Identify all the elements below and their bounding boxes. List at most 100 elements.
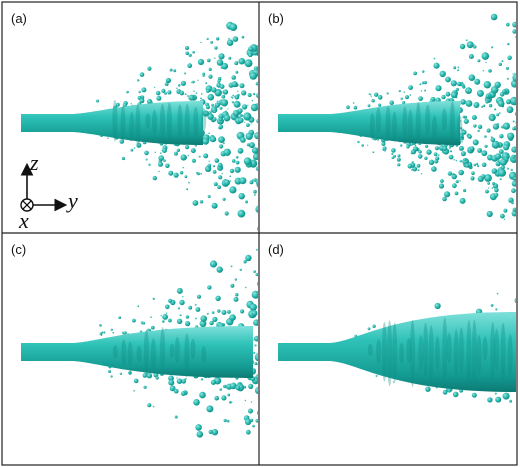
droplet: [247, 104, 249, 106]
droplet: [245, 254, 252, 262]
droplet: [241, 35, 245, 39]
droplet: [510, 168, 513, 171]
droplet: [229, 314, 236, 321]
droplet: [223, 418, 227, 423]
droplet: [506, 22, 510, 27]
droplet: [494, 108, 497, 111]
ripple: [392, 322, 398, 383]
droplet: [418, 96, 423, 101]
droplet: [239, 114, 243, 117]
droplet: [188, 94, 195, 101]
droplet: [233, 100, 241, 108]
droplet: [137, 305, 140, 308]
droplet: [411, 160, 414, 163]
ripple: [112, 345, 118, 358]
droplet: [512, 73, 516, 83]
droplet: [228, 56, 232, 60]
droplet: [207, 113, 214, 120]
droplet: [199, 200, 204, 204]
droplet: [223, 384, 227, 389]
droplet: [256, 102, 258, 110]
droplet: [233, 296, 239, 302]
droplet: [237, 147, 244, 154]
droplet: [250, 123, 252, 125]
droplet: [489, 115, 495, 122]
axis-label-z: z: [29, 150, 39, 175]
ripple: [441, 108, 447, 131]
droplet: [393, 381, 395, 383]
droplet: [471, 115, 477, 120]
ripple: [423, 322, 429, 378]
droplet: [229, 186, 237, 194]
droplet: [468, 54, 474, 59]
droplet: [200, 315, 207, 323]
droplet: [184, 72, 186, 75]
droplet: [164, 92, 167, 95]
droplet: [257, 410, 258, 416]
droplet: [483, 81, 491, 89]
droplet: [231, 81, 238, 88]
droplet: [490, 137, 496, 143]
droplet: [463, 158, 467, 161]
droplet: [155, 376, 159, 380]
droplet: [424, 156, 428, 160]
droplet: [252, 424, 255, 428]
droplet: [452, 391, 459, 398]
droplet: [459, 197, 466, 204]
droplet: [191, 158, 196, 163]
droplet: [255, 248, 258, 251]
droplet: [448, 389, 451, 393]
droplet: [200, 41, 202, 44]
ripple: [453, 328, 459, 380]
droplet: [192, 200, 199, 206]
droplet: [185, 46, 189, 50]
droplet: [177, 84, 181, 87]
droplet: [252, 153, 258, 161]
droplet: [248, 383, 254, 389]
droplet: [180, 391, 186, 396]
droplet: [391, 156, 395, 160]
droplet: [229, 168, 235, 174]
ripple: [407, 109, 413, 144]
droplet: [239, 268, 242, 271]
droplet: [142, 321, 146, 325]
ripple: [184, 333, 190, 374]
droplet: [434, 146, 439, 151]
droplet: [179, 171, 184, 175]
droplet: [465, 163, 470, 168]
droplet: [457, 69, 460, 72]
droplet: [248, 142, 255, 149]
droplet: [433, 57, 436, 60]
droplet: [216, 59, 224, 66]
droplet: [494, 187, 499, 193]
droplet: [230, 265, 233, 268]
droplet: [461, 83, 465, 87]
droplet: [212, 170, 217, 174]
droplet: [473, 102, 480, 108]
droplet: [197, 294, 201, 299]
droplet: [229, 400, 232, 404]
droplet: [228, 37, 230, 40]
droplet: [508, 197, 514, 203]
droplet: [255, 205, 258, 213]
droplet: [461, 141, 463, 143]
ripple: [381, 321, 387, 382]
droplet: [145, 158, 148, 161]
droplet: [256, 92, 258, 99]
droplet: [470, 176, 475, 181]
droplet: [472, 43, 475, 46]
droplet: [186, 188, 189, 191]
droplet: [433, 152, 438, 157]
droplet: [187, 154, 189, 157]
droplet: [257, 226, 258, 231]
droplet: [391, 152, 394, 155]
droplet: [514, 297, 516, 304]
droplet: [247, 93, 252, 97]
droplet: [144, 150, 149, 156]
droplet: [255, 419, 258, 423]
droplet: [477, 124, 483, 129]
droplet: [212, 165, 216, 168]
panel-label: (d): [268, 242, 284, 257]
panel-label: (c): [11, 242, 26, 257]
droplet: [96, 99, 99, 103]
